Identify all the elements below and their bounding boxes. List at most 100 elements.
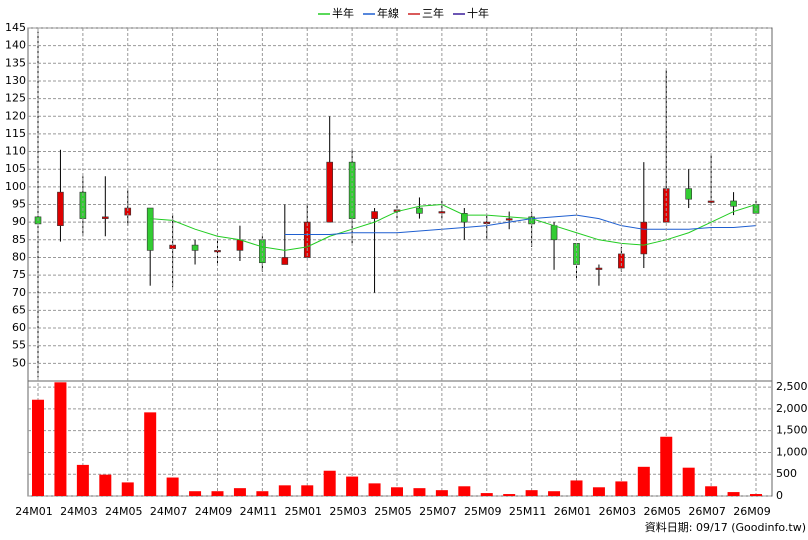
candle-body <box>146 207 154 251</box>
x-tick-label: 25M07 <box>419 505 457 518</box>
volume-bar <box>525 490 538 496</box>
candle-body <box>102 216 109 219</box>
volume-bar <box>391 487 403 496</box>
volume-bar <box>368 483 381 496</box>
candle-body <box>461 213 468 223</box>
volume-bar <box>458 486 471 496</box>
x-tick-label: 24M05 <box>105 505 143 518</box>
volume-bar <box>54 382 67 496</box>
volume-bar <box>503 494 516 496</box>
volume-bar <box>570 480 583 496</box>
x-tick-label: 24M09 <box>195 505 233 518</box>
x-tick-label: 26M09 <box>733 505 771 518</box>
x-tick-label: 26M03 <box>599 505 637 518</box>
x-tick-label: 24M11 <box>240 505 278 518</box>
candle-body <box>438 211 446 214</box>
y-tick-label: 105 <box>5 162 26 175</box>
volume-bar <box>727 492 740 496</box>
legend-label: 年線 <box>377 6 399 20</box>
y-tick-label: 130 <box>5 74 26 87</box>
y-tick-label: 55 <box>12 339 26 352</box>
y-tick-label: 135 <box>5 56 26 69</box>
y2-tick-label: 2,500 <box>776 380 808 393</box>
volume-bar <box>705 486 718 496</box>
candle-body <box>281 257 289 265</box>
x-tick-label: 24M03 <box>60 505 98 518</box>
volume-bar <box>189 491 202 496</box>
y-tick-label: 80 <box>12 250 26 263</box>
volume-bar <box>480 493 493 496</box>
y-tick-label: 145 <box>5 21 26 34</box>
volume-bar <box>548 491 561 496</box>
legend-label: 半年 <box>332 6 354 20</box>
candle-body <box>730 200 737 207</box>
volume-bar <box>278 485 291 496</box>
volume-bar <box>323 470 336 496</box>
y-tick-label: 65 <box>12 303 26 316</box>
x-tick-label: 26M07 <box>688 505 726 518</box>
x-tick-label: 25M05 <box>374 505 412 518</box>
candle-body <box>57 191 64 226</box>
y2-tick-label: 500 <box>776 467 797 480</box>
candle-body <box>640 221 648 255</box>
x-tick-label: 26M01 <box>554 505 592 518</box>
y-tick-label: 95 <box>12 198 26 211</box>
volume-bar <box>76 464 89 496</box>
candle-body <box>326 161 333 223</box>
volume-bar <box>637 466 650 496</box>
candle-body <box>371 211 378 219</box>
ma-line <box>284 214 757 236</box>
volume-bar <box>592 487 605 496</box>
y-tick-label: 90 <box>12 215 26 228</box>
volume-bar <box>211 491 224 496</box>
footnote: 資料日期: 09/17 (Goodinfo.tw) <box>645 520 806 534</box>
volume-bar <box>750 494 762 496</box>
volume-bar <box>32 399 44 496</box>
volume-bar <box>615 481 628 496</box>
x-tick-label: 24M01 <box>15 505 53 518</box>
candle-body <box>707 200 715 203</box>
y-tick-label: 70 <box>12 286 26 299</box>
y2-tick-label: 1,500 <box>776 424 808 437</box>
y-tick-label: 115 <box>5 127 26 140</box>
y-tick-label: 140 <box>5 39 26 52</box>
legend-label: 十年 <box>467 6 489 20</box>
candle-body <box>505 218 513 221</box>
volume-bar <box>413 488 426 496</box>
candle-body <box>595 267 603 270</box>
volume-bar <box>99 474 112 496</box>
y-tick-label: 120 <box>5 109 26 122</box>
x-tick-label: 25M03 <box>329 505 367 518</box>
y-tick-label: 100 <box>5 180 26 193</box>
volume-bar <box>144 412 157 496</box>
volume-bar <box>166 477 179 496</box>
candle-body <box>236 239 244 251</box>
legend-label: 三年 <box>422 6 444 20</box>
volume-bar <box>233 488 246 496</box>
x-tick-label: 25M01 <box>285 505 323 518</box>
y-tick-label: 50 <box>12 356 26 369</box>
volume-bar <box>301 485 314 496</box>
y-tick-label: 110 <box>5 145 26 158</box>
candle-body <box>416 207 423 214</box>
y-tick-label: 60 <box>12 321 26 334</box>
x-tick-label: 24M07 <box>150 505 188 518</box>
ma-line <box>150 203 757 251</box>
y-tick-label: 125 <box>5 92 26 105</box>
y2-tick-label: 0 <box>776 489 783 502</box>
volume-bar <box>682 467 695 496</box>
x-tick-label: 26M05 <box>644 505 682 518</box>
volume-bar <box>256 491 269 496</box>
y-tick-label: 85 <box>12 233 26 246</box>
volume-bar <box>121 482 134 496</box>
volume-bar <box>346 476 359 496</box>
y-tick-label: 75 <box>12 268 26 281</box>
y2-tick-label: 2,000 <box>776 402 808 415</box>
candle-body <box>685 188 692 200</box>
candle-body <box>550 225 558 241</box>
candle-body <box>191 244 199 251</box>
x-tick-label: 25M09 <box>464 505 502 518</box>
x-tick-label: 25M11 <box>509 505 547 518</box>
y2-tick-label: 1,000 <box>776 445 808 458</box>
